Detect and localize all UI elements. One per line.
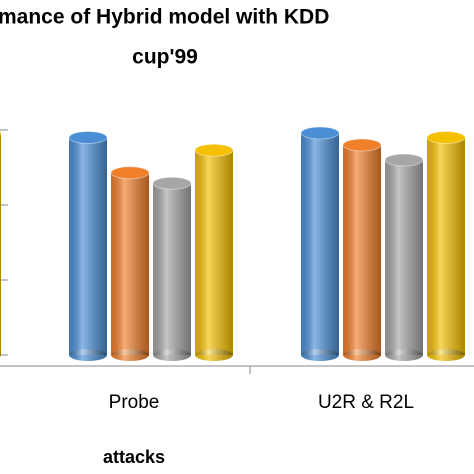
bar-top — [426, 131, 466, 144]
bar-base-shade — [343, 349, 381, 361]
bar-top — [152, 176, 192, 190]
bar-top — [300, 126, 340, 140]
bar-top — [384, 153, 424, 167]
bar-top — [342, 138, 382, 152]
bar-shade — [195, 150, 233, 355]
bar-base-shade — [111, 349, 149, 361]
bar-shade — [301, 133, 339, 355]
bar-shade — [111, 172, 149, 355]
bar-shade — [427, 137, 465, 355]
bar-shade — [385, 160, 423, 355]
bar-shade — [69, 137, 107, 355]
bar-shade — [153, 183, 191, 355]
bar-shade — [343, 145, 381, 355]
bar-top — [68, 131, 108, 144]
bar-top — [0, 130, 2, 136]
bar-base-shade — [153, 349, 191, 361]
bar-base-shade — [427, 349, 465, 361]
x-tick-label: Probe — [109, 392, 160, 413]
bar-top — [110, 166, 150, 180]
bar-base-shade — [301, 349, 339, 361]
chart-title: cup'99 — [132, 46, 198, 69]
bar-base-shade — [195, 349, 233, 361]
x-tick-label: U2R & R2L — [318, 392, 414, 413]
x-axis-title: attacks — [103, 447, 165, 467]
bar-base-shade — [69, 349, 107, 361]
bar-top — [194, 143, 234, 157]
bar-shade — [0, 133, 1, 355]
bar-base-shade — [0, 353, 1, 357]
bar-base-shade — [385, 349, 423, 361]
chart-title: mance of Hybrid model with KDD — [0, 6, 329, 29]
